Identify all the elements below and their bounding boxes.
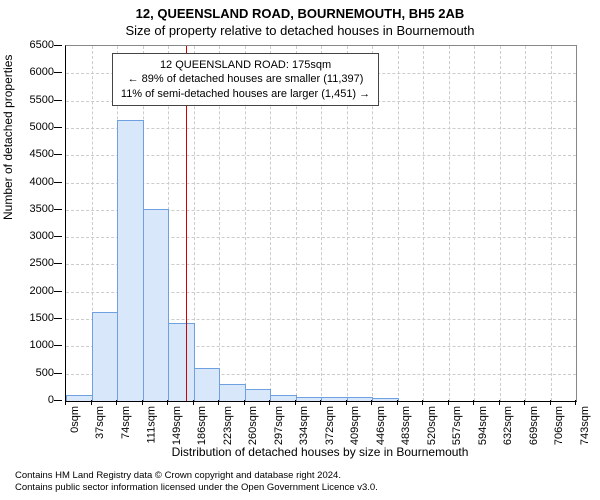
y-tick-mark (54, 182, 62, 183)
y-tick-label: 6500 (30, 39, 54, 51)
x-tick-label: 706sqm (554, 406, 566, 445)
x-tick-mark (575, 400, 576, 405)
y-tick-label: 1000 (30, 339, 54, 351)
histogram-bar (219, 384, 246, 401)
y-tick-label: 4000 (30, 176, 54, 188)
y-tick-mark (54, 72, 62, 73)
x-tick-mark (422, 400, 423, 405)
footer-line2: Contains public sector information licen… (15, 482, 378, 494)
y-tick-label: 500 (36, 367, 54, 379)
x-tick-label: 743sqm (579, 406, 591, 445)
x-tick-label: 372sqm (324, 406, 336, 445)
chart-title-sub: Size of property relative to detached ho… (0, 21, 600, 38)
x-tick-label: 520sqm (426, 406, 438, 445)
x-tick-mark (142, 400, 143, 405)
histogram-bar (194, 368, 221, 401)
x-tick-mark (371, 400, 372, 405)
x-tick-mark (550, 400, 551, 405)
x-tick-label: 297sqm (273, 406, 285, 445)
x-tick-mark (499, 400, 500, 405)
y-tick-label: 5000 (30, 121, 54, 133)
y-tick-label: 2000 (30, 285, 54, 297)
y-tick-mark (54, 291, 62, 292)
x-tick-label: 409sqm (350, 406, 362, 445)
x-tick-mark (167, 400, 168, 405)
x-tick-mark (346, 400, 347, 405)
y-tick-label: 6000 (30, 66, 54, 78)
plot-area: 12 QUEENSLAND ROAD: 175sqm ← 89% of deta… (65, 45, 577, 402)
x-tick-mark (91, 400, 92, 405)
y-tick-mark (54, 318, 62, 319)
y-tick-label: 2500 (30, 257, 54, 269)
info-box: 12 QUEENSLAND ROAD: 175sqm ← 89% of deta… (112, 53, 379, 106)
x-tick-mark (269, 400, 270, 405)
histogram-bar (117, 120, 144, 401)
info-box-line2: ← 89% of detached houses are smaller (11… (121, 72, 370, 86)
y-tick-mark (54, 100, 62, 101)
x-tick-mark (295, 400, 296, 405)
x-tick-mark (448, 400, 449, 405)
x-tick-label: 483sqm (401, 406, 413, 445)
chart-title-main: 12, QUEENSLAND ROAD, BOURNEMOUTH, BH5 2A… (0, 0, 600, 21)
x-tick-mark (473, 400, 474, 405)
y-tick-mark (54, 209, 62, 210)
y-tick-mark (54, 236, 62, 237)
histogram-bar (143, 209, 170, 401)
y-tick-mark (54, 154, 62, 155)
x-tick-label: 223sqm (222, 406, 234, 445)
x-tick-label: 37sqm (95, 406, 107, 439)
footer-attribution: Contains HM Land Registry data © Crown c… (15, 470, 378, 494)
x-tick-label: 111sqm (146, 406, 158, 444)
x-tick-label: 186sqm (197, 406, 209, 445)
y-tick-label: 3500 (30, 203, 54, 215)
x-tick-mark (320, 400, 321, 405)
y-tick-mark (54, 373, 62, 374)
info-box-line3: 11% of semi-detached houses are larger (… (121, 87, 370, 101)
x-tick-label: 669sqm (528, 406, 540, 445)
footer-line1: Contains HM Land Registry data © Crown c… (15, 470, 378, 482)
x-tick-mark (244, 400, 245, 405)
x-tick-mark (116, 400, 117, 405)
x-axis-label: Distribution of detached houses by size … (65, 445, 575, 459)
x-tick-label: 74sqm (120, 406, 132, 439)
x-tick-mark (397, 400, 398, 405)
y-tick-mark (54, 400, 62, 401)
x-tick-label: 149sqm (171, 406, 183, 445)
x-tick-label: 334sqm (299, 406, 311, 445)
y-axis: 0500100015002000250030003500400045005000… (0, 45, 62, 400)
x-tick-mark (524, 400, 525, 405)
x-tick-label: 446sqm (375, 406, 387, 445)
y-tick-label: 3000 (30, 230, 54, 242)
y-tick-label: 1500 (30, 312, 54, 324)
y-tick-mark (54, 127, 62, 128)
x-tick-label: 260sqm (248, 406, 260, 445)
x-tick-label: 0sqm (69, 406, 81, 433)
histogram-bar (92, 312, 119, 401)
info-box-line1: 12 QUEENSLAND ROAD: 175sqm (121, 58, 370, 72)
x-tick-label: 557sqm (452, 406, 464, 445)
x-tick-mark (218, 400, 219, 405)
y-tick-mark (54, 263, 62, 264)
x-tick-label: 632sqm (503, 406, 515, 445)
x-tick-mark (65, 400, 66, 405)
y-tick-label: 5500 (30, 94, 54, 106)
x-tick-mark (193, 400, 194, 405)
y-tick-label: 4500 (30, 148, 54, 160)
y-tick-mark (54, 45, 62, 46)
histogram-bar (168, 323, 195, 401)
x-tick-label: 594sqm (477, 406, 489, 445)
y-tick-mark (54, 345, 62, 346)
